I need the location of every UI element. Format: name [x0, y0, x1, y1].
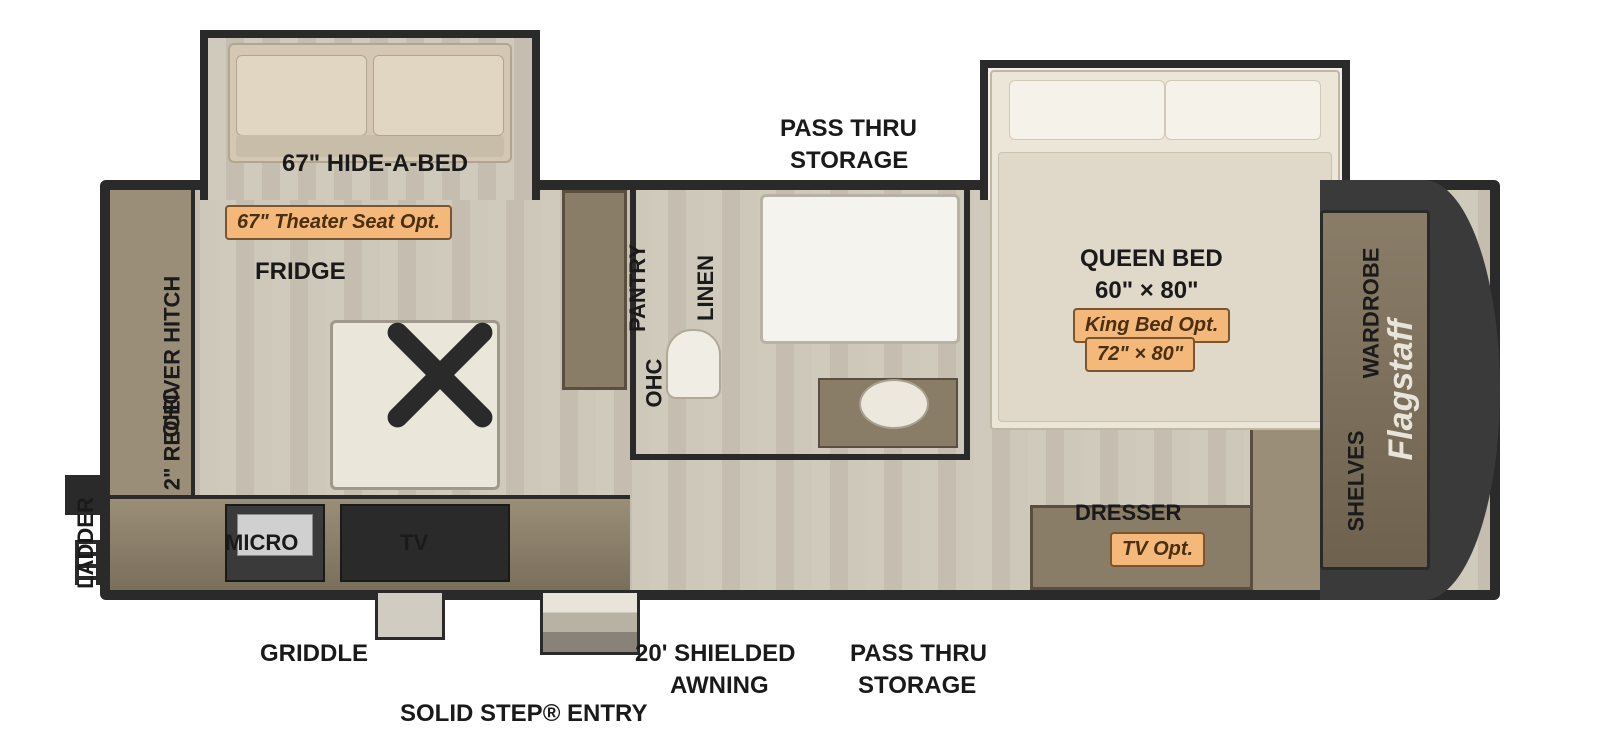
label-awning-l2: AWNING — [670, 672, 769, 700]
bathroom — [630, 190, 970, 460]
toilet-icon — [666, 329, 721, 399]
label-pass-thru-bottom-1: PASS THRU — [850, 640, 987, 668]
pillow-left — [1009, 80, 1165, 140]
griddle-icon — [375, 590, 445, 640]
label-pass-thru-bottom-2: STORAGE — [858, 672, 976, 700]
front-cap: Flagstaff — [1320, 180, 1500, 600]
label-queen-l2: 60" × 80" — [1095, 277, 1199, 305]
label-pantry: PANTRY — [625, 244, 651, 332]
pantry-cabinet — [562, 190, 627, 390]
label-griddle: GRIDDLE — [260, 640, 368, 668]
label-fridge: FRIDGE — [255, 258, 346, 286]
label-tv: TV — [400, 530, 428, 556]
label-awning-l1: 20' SHIELDED — [635, 640, 795, 668]
label-micro: MICRO — [225, 530, 298, 556]
hide-a-bed-sofa — [228, 43, 512, 163]
pillow-right — [1165, 80, 1321, 140]
shower-tub — [760, 194, 960, 344]
label-shelves: SHELVES — [1344, 430, 1370, 531]
label-dresser: DRESSER — [1075, 500, 1181, 526]
label-wardrobe: WARDROBE — [1358, 248, 1384, 379]
label-ladder: LADDER — [73, 497, 99, 589]
label-pass-thru-top-1: PASS THRU — [780, 115, 917, 143]
label-linen: LINEN — [693, 255, 719, 321]
label-solid-step: SOLID STEP® ENTRY — [400, 700, 648, 728]
sink-icon — [859, 379, 929, 429]
label-receiver-hitch: 2" RECEIVER HITCH — [159, 276, 185, 491]
label-pass-thru-top-2: STORAGE — [790, 147, 908, 175]
brand-logo: Flagstaff — [1382, 319, 1421, 460]
label-ohc-mid: OHC — [641, 359, 667, 408]
entry-steps-icon — [540, 590, 640, 655]
rv-floorplan: Flagstaff — [100, 180, 1500, 600]
label-hide-a-bed: 67" HIDE-A-BED — [282, 150, 468, 178]
label-queen-l1: QUEEN BED — [1080, 245, 1223, 273]
ceiling-fan-icon — [370, 305, 510, 445]
option-tv: TV Opt. — [1110, 532, 1205, 567]
label-ohc-rear: OHC — [158, 389, 184, 438]
option-theater-seat: 67" Theater Seat Opt. — [225, 205, 452, 240]
option-king-bed-l2: 72" × 80" — [1085, 337, 1195, 372]
